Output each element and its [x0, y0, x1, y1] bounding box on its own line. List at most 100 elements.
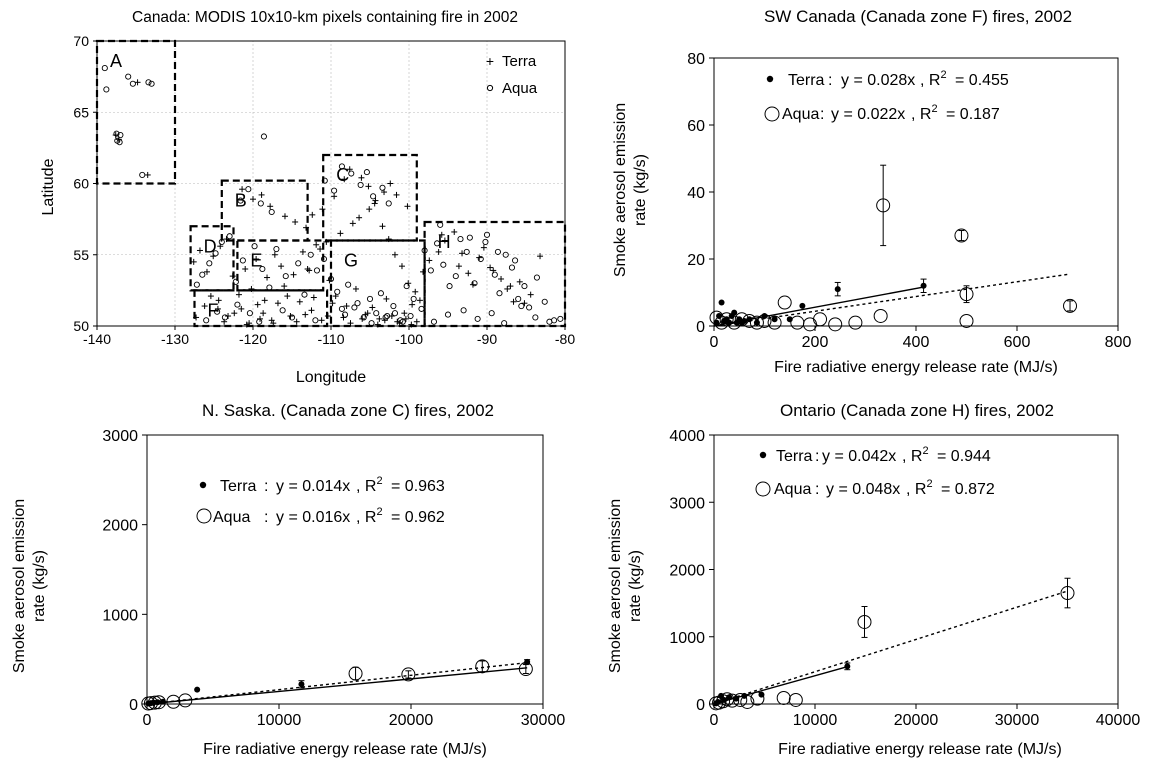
sw-terra-point [718, 299, 725, 306]
aqua-fire-pixel [403, 283, 410, 290]
zone-box-a [95, 39, 177, 185]
ontario-aqua-point [725, 693, 740, 708]
map-ytick-label: 65 [73, 104, 89, 120]
terra-fire-pixel [412, 288, 419, 295]
saska-legend-terra-label: Terra [220, 478, 257, 495]
terra-fire-pixel [343, 303, 350, 310]
aqua-fire-pixel [440, 261, 447, 268]
sw-aqua-point [757, 313, 772, 328]
terra-fire-pixel [402, 315, 409, 322]
sw-ytick-label: 0 [696, 319, 705, 336]
terra-fire-pixel [324, 313, 331, 320]
map-xtick-label: -100 [395, 331, 423, 347]
aqua-fire-pixel [418, 305, 425, 312]
sw-aqua-point [959, 287, 974, 302]
terra-fire-pixel [267, 203, 274, 210]
terra-fire-pixel [387, 180, 394, 187]
aqua-fire-pixel [125, 73, 132, 80]
ontario-legend-terra-eq: y = 0.042x [822, 448, 896, 465]
sw-xtick-label: 600 [1004, 334, 1031, 351]
ontario-legend-aqua-label: Aqua [774, 481, 811, 498]
saska-legend: Terra : y = 0.014x , R2 = 0.963 Aqua : y… [196, 475, 445, 526]
map-ytick-label: 70 [73, 33, 89, 49]
aqua-fire-pixel [377, 290, 384, 297]
map-panel: Canada: MODIS 10x10-km pixels containing… [40, 9, 575, 386]
sw-legend-terra-r2: = 0.455 [955, 72, 1009, 89]
sw-plot-content: 0 200 400 600 800 0 20 40 60 80 [687, 51, 1131, 351]
ontario-xtick-label: 10000 [793, 712, 838, 729]
saska-aqua-point [518, 662, 533, 677]
sw-legend-terra-label: Terra [788, 72, 825, 89]
aqua-fire-pixel [334, 288, 341, 295]
terra-fire-pixel [203, 268, 210, 275]
zone-box-d [189, 225, 235, 292]
terra-fire-pixel [516, 278, 523, 285]
sw-aqua-fit-line [713, 273, 1071, 327]
saska-x-axis-label: Fire radiative energy release rate (MJ/s… [203, 741, 487, 758]
aqua-fire-pixel [483, 231, 491, 238]
saska-xtick-label: 30000 [521, 712, 566, 729]
terra-fire-pixel [287, 313, 294, 320]
aqua-fire-pixel [321, 177, 328, 184]
saska-legend-aqua-label: Aqua [213, 509, 250, 526]
aqua-fire-pixel [363, 169, 370, 176]
aqua-fire-pixel [199, 271, 206, 278]
sw-x-axis-label: Fire radiative energy release rate (MJ/s… [774, 359, 1058, 376]
saska-aqua-point [151, 695, 166, 710]
terra-fire-pixel [379, 223, 386, 230]
aqua-fire-pixel [546, 318, 553, 325]
aqua-fire-pixel [345, 281, 352, 288]
terra-fire-pixel [404, 203, 411, 210]
aqua-fire-pixel [338, 163, 345, 170]
terra-fire-pixel [537, 253, 544, 260]
map-xtick-label: -120 [239, 331, 267, 347]
terra-fire-pixel [358, 174, 365, 181]
aqua-fire-pixel [259, 265, 266, 273]
terra-fire-pixel [365, 183, 372, 190]
terra-fire-pixel [270, 320, 277, 327]
terra-fire-pixel [341, 176, 348, 183]
aqua-fire-pixel [466, 234, 473, 241]
aqua-fire-pixel [430, 318, 438, 325]
aqua-fire-pixel [390, 302, 397, 310]
sw-terra-point [771, 316, 778, 323]
saska-xtick-label: 20000 [389, 712, 434, 729]
aqua-fire-pixel [114, 137, 121, 144]
map-ticks: -140 -130 -120 -110 -100 -90 -80 50 55 60 65 70 [73, 33, 575, 347]
ontario-legend: Terra : y = 0.042x , R2 = 0.944 Aqua : y… [755, 445, 995, 498]
terra-fire-pixel [527, 291, 534, 298]
zone-label-f: F [208, 300, 219, 320]
aqua-fire-pixel [521, 283, 528, 290]
aqua-fire-pixel [221, 314, 228, 321]
saska-aqua-error-bar [522, 664, 529, 675]
aqua-fire-pixel [427, 267, 434, 274]
ontario-legend-terra-marker [759, 451, 767, 459]
terra-fire-pixel [369, 304, 376, 311]
terra-fire-pixel [201, 303, 208, 310]
aqua-fire-pixel [320, 255, 328, 263]
ontario-terra-point [844, 663, 851, 670]
aqua-fire-pixel [282, 273, 289, 280]
aqua-fire-pixel [501, 320, 508, 327]
terra-fire-pixel [239, 186, 246, 193]
sw-aqua-point [802, 317, 817, 332]
terra-fire-pixel [190, 258, 197, 265]
saska-plot-content: 0 10000 20000 30000 0 1000 2000 3000 [102, 428, 565, 729]
map-xtick-label: -130 [161, 331, 189, 347]
aqua-fire-pixel [113, 130, 120, 137]
aqua-fire-pixel [266, 284, 273, 291]
saska-ytick-label: 1000 [102, 607, 138, 624]
terra-fire-pixel [426, 257, 433, 264]
ontario-legend-aqua-r2-prefix: , R2 [906, 478, 933, 498]
aqua-fire-pixel [129, 80, 136, 87]
aqua-fire-pixel [526, 304, 533, 311]
aqua-fire-pixel [193, 281, 200, 288]
terra-fire-pixel [510, 298, 517, 305]
aqua-fire-pixel [348, 170, 355, 177]
aqua-fire-pixel [518, 302, 525, 310]
saska-legend-aqua-marker [196, 508, 212, 524]
saska-aqua-point [143, 696, 158, 711]
ontario-ytick-label: 2000 [669, 563, 705, 580]
terra-fire-pixel [281, 283, 288, 290]
terra-fire-pixel [323, 238, 330, 245]
